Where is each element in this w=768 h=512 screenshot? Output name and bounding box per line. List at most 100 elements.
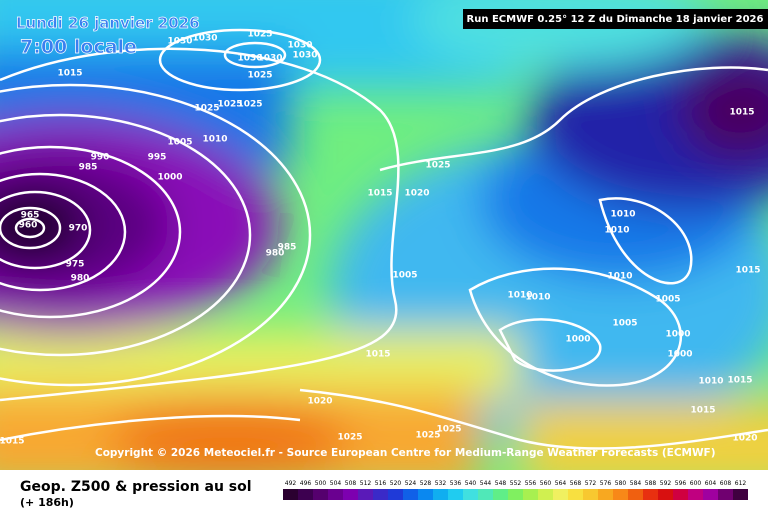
isobar-label: 1025: [194, 104, 219, 114]
scale-label: 528: [420, 480, 432, 487]
isobar-label: 1030: [167, 37, 192, 47]
isobar-label: 1025: [436, 425, 461, 435]
isobar-label: 1030: [237, 54, 262, 64]
isobar-label: 1005: [167, 138, 192, 148]
scale-swatch: [673, 489, 688, 500]
isobar-label: 1025: [337, 433, 362, 443]
isobar-label: 1005: [655, 295, 680, 305]
lead-time: (+ 186h): [20, 496, 74, 509]
scale-swatch: [508, 489, 523, 500]
isobar-label: 1010: [698, 377, 723, 387]
isobar-label: 1010: [507, 291, 532, 301]
scale-swatch: [733, 489, 748, 500]
isobar-label: 1005: [612, 319, 637, 329]
scale-swatch: [493, 489, 508, 500]
scale-label: 576: [600, 480, 612, 487]
isobar-label: 1000: [157, 173, 182, 183]
scale-label: 592: [660, 480, 672, 487]
isobar-label: 1015: [365, 350, 390, 360]
isobar-label: 1020: [307, 397, 332, 407]
isobar-label: 1025: [247, 30, 272, 40]
scale-swatch: [313, 489, 328, 500]
scale-label: 520: [390, 480, 402, 487]
scale-swatch: [328, 489, 343, 500]
scale-swatch: [478, 489, 493, 500]
scale-swatch: [643, 489, 658, 500]
scale-label: 540: [465, 480, 477, 487]
scale-swatch: [658, 489, 673, 500]
scale-swatch: [283, 489, 298, 500]
scale-swatch: [358, 489, 373, 500]
scale-swatch: [628, 489, 643, 500]
isobar-label: 1010: [607, 272, 632, 282]
isobar-label: 1015: [729, 108, 754, 118]
scale-label: 524: [405, 480, 417, 487]
scale-swatch: [418, 489, 433, 500]
scale-swatch: [463, 489, 478, 500]
isobar-label: 1030: [292, 51, 317, 61]
scale-swatch: [388, 489, 403, 500]
scale-label: 508: [345, 480, 357, 487]
scale-swatch: [538, 489, 553, 500]
scale-label: 532: [435, 480, 447, 487]
scale-swatch: [553, 489, 568, 500]
scale-label: 580: [615, 480, 627, 487]
scale-label: 584: [630, 480, 642, 487]
scale-label: 604: [705, 480, 717, 487]
scale-swatch: [688, 489, 703, 500]
isobar-label: 1015: [57, 69, 82, 79]
isobar-label: 1015: [690, 406, 715, 416]
run-info: Run ECMWF 0.25° 12 Z du Dimanche 18 janv…: [467, 14, 764, 25]
scale-label: 600: [690, 480, 702, 487]
scale-swatch: [373, 489, 388, 500]
scale-swatch: [598, 489, 613, 500]
isobar-label: 970: [69, 224, 88, 234]
isobar-label: 1025: [415, 431, 440, 441]
legend-title: Geop. Z500 & pression au sol: [20, 479, 252, 495]
scale-label: 544: [480, 480, 492, 487]
scale-swatch: [568, 489, 583, 500]
scale-label: 516: [375, 480, 387, 487]
scale-label: 496: [300, 480, 312, 487]
scale-swatch: [403, 489, 418, 500]
isobar-label: 995: [148, 153, 167, 163]
isobar-label: 1005: [392, 271, 417, 281]
isobar-label: 1025: [237, 100, 262, 110]
isobar-label: 960: [19, 221, 38, 231]
scale-label: 564: [555, 480, 567, 487]
isobar-label: 975: [66, 260, 85, 270]
scale-label: 596: [675, 480, 687, 487]
isobar-label: 965: [21, 211, 40, 221]
scale-swatch: [523, 489, 538, 500]
isobar-label: 1030: [192, 34, 217, 44]
isobar-label: 1020: [404, 189, 429, 199]
isobar-label: 1000: [665, 330, 690, 340]
scale-swatch: [433, 489, 448, 500]
isobar-label: 1010: [610, 210, 635, 220]
isobar-label: 980: [71, 274, 90, 284]
isobar-label: 980: [266, 249, 285, 259]
isobar-label: 1015: [727, 376, 752, 386]
isobar-label: 1010: [604, 226, 629, 236]
scale-swatch: [583, 489, 598, 500]
isobar-label: 1025: [425, 161, 450, 171]
run-box: [463, 9, 768, 29]
isobar-label: 1030: [257, 54, 282, 64]
scale-label: 612: [735, 480, 747, 487]
copyright: Copyright © 2026 Meteociel.fr - Source E…: [95, 447, 716, 459]
scale-swatch: [613, 489, 628, 500]
isobar-label: 1020: [732, 434, 757, 444]
isobar-label: 1030: [287, 41, 312, 51]
time: 7:00 locale: [20, 36, 137, 58]
isobar-label: 985: [79, 163, 98, 173]
scale-label: 536: [450, 480, 462, 487]
scale-label: 572: [585, 480, 597, 487]
scale-label: 568: [570, 480, 582, 487]
date: Lundi 26 janvier 2026: [16, 14, 200, 32]
isobar-label: 1025: [217, 100, 242, 110]
isobar-label: 1015: [0, 437, 25, 447]
scale-label: 504: [330, 480, 342, 487]
isobar-label: 985: [278, 243, 297, 253]
